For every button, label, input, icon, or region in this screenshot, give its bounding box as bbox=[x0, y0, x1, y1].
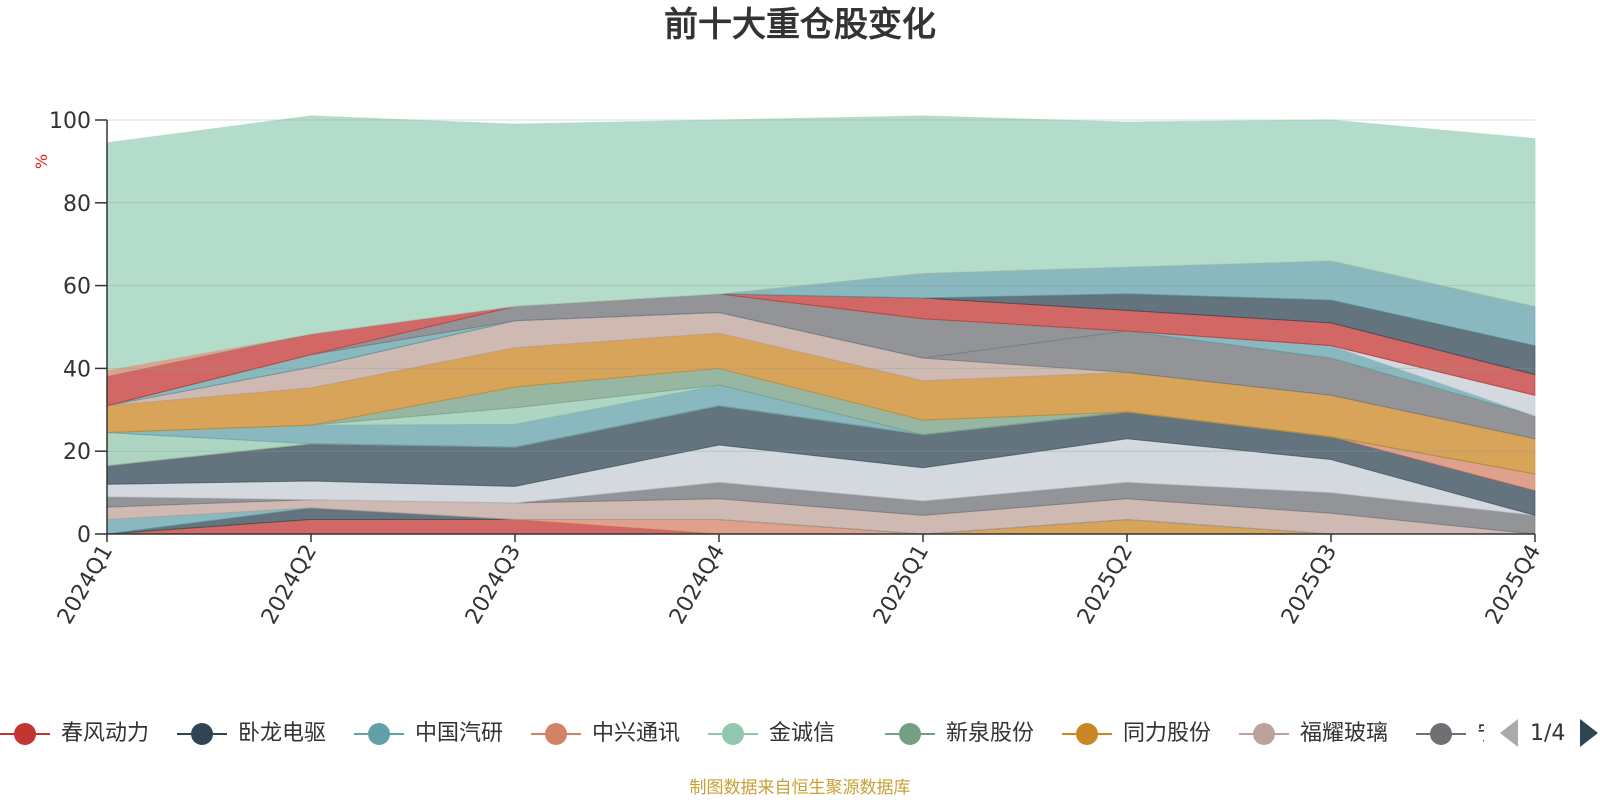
legend-dot-icon bbox=[191, 723, 213, 745]
legend-label: 中国汽研 bbox=[415, 721, 504, 746]
x-tick-label: 2025Q1 bbox=[869, 541, 934, 629]
legend-dot-icon bbox=[1076, 723, 1098, 745]
y-axis-label: % bbox=[32, 153, 52, 170]
y-tick-label: 100 bbox=[49, 109, 91, 134]
legend-label: 同力股份 bbox=[1123, 721, 1212, 746]
legend-label: 宁德时代 bbox=[1477, 719, 1484, 749]
x-tick-label: 2024Q4 bbox=[665, 541, 730, 629]
legend-label: 新泉股份 bbox=[946, 721, 1035, 746]
chart-title: 前十大重仓股变化 bbox=[664, 5, 936, 45]
x-tick-label: 2024Q3 bbox=[461, 541, 526, 629]
y-axis: 0 20 40 60 80 100 bbox=[49, 109, 108, 548]
y-tick-label: 0 bbox=[77, 523, 91, 548]
x-tick-label: 2025Q3 bbox=[1277, 541, 1342, 629]
legend-dot-icon bbox=[545, 723, 567, 745]
x-tick-label: 2024Q1 bbox=[53, 541, 118, 629]
legend-dot-icon bbox=[1253, 723, 1275, 745]
legend-dot-icon bbox=[14, 723, 36, 745]
legend-label: 春风动力 bbox=[61, 721, 150, 746]
area-series-24 bbox=[106, 115, 1536, 372]
x-axis: 2024Q1 2024Q2 2024Q3 2024Q4 2025Q1 2025Q2 2025… bbox=[53, 533, 1546, 629]
legend-page-indicator: 1/4 bbox=[1530, 721, 1566, 746]
legend-label: 金诚信 bbox=[769, 721, 836, 746]
legend-dot-icon bbox=[899, 723, 921, 745]
legend-dot-icon bbox=[722, 723, 744, 745]
y-tick-label: 40 bbox=[63, 357, 91, 382]
legend-label: 福耀玻璃 bbox=[1300, 721, 1389, 746]
grid-lines bbox=[107, 119, 1535, 452]
legend-label: 中兴通讯 bbox=[592, 721, 681, 746]
legend: 春风动力 卧龙电驱 中国汽研 中兴通讯 金诚信 新泉股份 同力股份 福耀玻璃 宁德时代 1/4 bbox=[0, 715, 1600, 755]
legend-label: 卧龙电驱 bbox=[238, 721, 327, 746]
legend-pager: 1/4 bbox=[1500, 715, 1600, 755]
y-tick-label: 20 bbox=[63, 440, 91, 465]
area-series-group bbox=[106, 115, 1536, 535]
x-tick-label: 2024Q2 bbox=[257, 541, 322, 629]
x-tick-label: 2025Q2 bbox=[1073, 541, 1138, 629]
legend-next-page-icon[interactable] bbox=[1580, 719, 1598, 747]
data-source-note: 制图数据来自恒生聚源数据库 bbox=[689, 778, 911, 798]
legend-dot-icon bbox=[368, 723, 390, 745]
y-tick-label: 60 bbox=[63, 275, 91, 300]
legend-prev-page-icon[interactable] bbox=[1500, 719, 1518, 747]
x-tick-label: 2025Q4 bbox=[1481, 541, 1546, 629]
y-tick-label: 80 bbox=[63, 192, 91, 217]
legend-viewport: 春风动力 卧龙电驱 中国汽研 中兴通讯 金诚信 新泉股份 同力股份 福耀玻璃 宁德时代 bbox=[0, 715, 1484, 755]
legend-dot-icon bbox=[1430, 723, 1452, 745]
